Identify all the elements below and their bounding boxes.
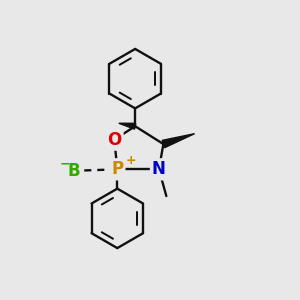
Text: P: P [111,160,123,178]
Text: −: − [60,158,70,171]
Text: O: O [107,130,122,148]
Text: N: N [152,160,166,178]
Polygon shape [119,123,136,129]
Polygon shape [162,134,195,148]
Text: +: + [125,154,136,167]
Text: B: B [68,162,80,180]
